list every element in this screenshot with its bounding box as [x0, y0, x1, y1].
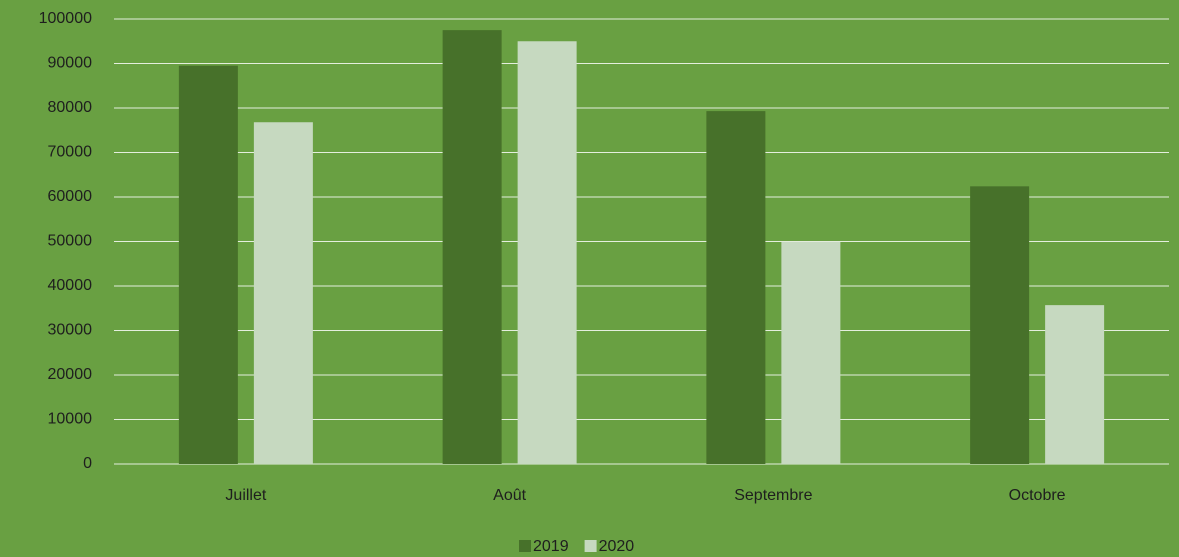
bar — [442, 30, 502, 464]
y-tick-label: 50000 — [48, 233, 93, 250]
y-tick-label: 100000 — [39, 10, 92, 27]
y-tick-label: 0 — [83, 455, 92, 472]
y-tick-label: 70000 — [48, 144, 93, 161]
x-tick-label: Juillet — [225, 487, 266, 504]
legend-label: 2020 — [599, 538, 635, 555]
y-tick-label: 20000 — [48, 366, 93, 383]
bar — [781, 241, 841, 464]
y-tick-label: 80000 — [48, 99, 93, 116]
bar — [706, 111, 766, 465]
legend-label: 2019 — [533, 538, 569, 555]
bar — [970, 186, 1030, 464]
bar — [1045, 305, 1105, 464]
legend-swatch — [519, 540, 531, 552]
y-tick-label: 90000 — [48, 55, 93, 72]
bar — [253, 122, 313, 465]
x-tick-label: Octobre — [1009, 487, 1066, 504]
x-tick-label: Septembre — [734, 487, 812, 504]
x-tick-label: Août — [493, 487, 526, 504]
legend-swatch — [584, 540, 597, 552]
y-tick-label: 30000 — [48, 322, 93, 339]
bar — [517, 41, 577, 464]
y-tick-label: 40000 — [48, 277, 93, 294]
y-tick-label: 60000 — [48, 188, 93, 205]
bar — [178, 65, 238, 464]
y-tick-label: 10000 — [48, 411, 93, 428]
